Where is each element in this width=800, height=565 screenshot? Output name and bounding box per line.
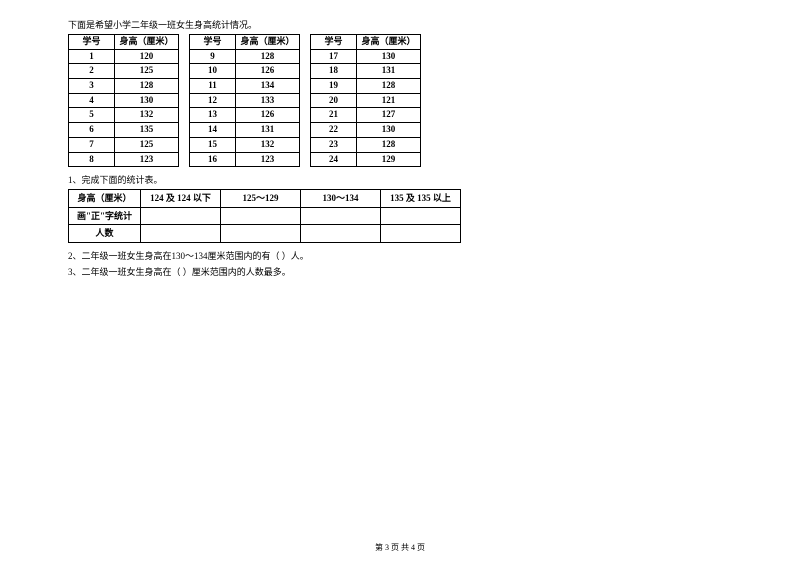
cell-h: 127 — [357, 108, 421, 123]
cell-id: 7 — [69, 137, 115, 152]
cell-id: 4 — [69, 93, 115, 108]
summary-th-label: 身高（厘米） — [69, 190, 141, 208]
data-table-3: 学号 身高（厘米） 17130 18131 19128 20121 21127 … — [310, 34, 421, 167]
cell-id: 21 — [311, 108, 357, 123]
th-id: 学号 — [190, 35, 236, 50]
cell-h: 134 — [236, 79, 300, 94]
cell-id: 22 — [311, 123, 357, 138]
summary-row-count-label: 人数 — [69, 225, 141, 243]
cell-h: 131 — [357, 64, 421, 79]
summary-th-range: 124 及 124 以下 — [141, 190, 221, 208]
cell-id: 14 — [190, 123, 236, 138]
cell-h: 123 — [236, 152, 300, 167]
page-footer: 第 3 页 共 4 页 — [0, 542, 800, 553]
cell-id: 10 — [190, 64, 236, 79]
cell-id: 15 — [190, 137, 236, 152]
cell-h: 135 — [115, 123, 179, 138]
cell-id: 9 — [190, 49, 236, 64]
cell-id: 11 — [190, 79, 236, 94]
summary-cell-empty — [221, 207, 301, 225]
cell-id: 2 — [69, 64, 115, 79]
summary-cell-empty — [301, 207, 381, 225]
cell-id: 19 — [311, 79, 357, 94]
cell-h: 123 — [115, 152, 179, 167]
cell-h: 130 — [115, 93, 179, 108]
summary-th-range: 130～134 — [301, 190, 381, 208]
summary-row-tally-label: 画"正"字统计 — [69, 207, 141, 225]
cell-h: 128 — [236, 49, 300, 64]
cell-id: 3 — [69, 79, 115, 94]
cell-id: 18 — [311, 64, 357, 79]
cell-h: 131 — [236, 123, 300, 138]
question-1: 1、完成下面的统计表。 — [68, 173, 800, 186]
summary-cell-empty — [381, 207, 461, 225]
cell-h: 126 — [236, 108, 300, 123]
cell-id: 13 — [190, 108, 236, 123]
cell-h: 130 — [357, 123, 421, 138]
cell-h: 121 — [357, 93, 421, 108]
cell-id: 24 — [311, 152, 357, 167]
cell-id: 17 — [311, 49, 357, 64]
cell-h: 130 — [357, 49, 421, 64]
cell-h: 128 — [357, 137, 421, 152]
cell-h: 132 — [115, 108, 179, 123]
data-tables-row: 学号 身高（厘米） 1120 2125 3128 4130 5132 6135 … — [68, 34, 800, 167]
question-3: 3、二年级一班女生身高在（ ）厘米范围内的人数最多。 — [68, 265, 800, 278]
th-id: 学号 — [69, 35, 115, 50]
summary-th-range: 135 及 135 以上 — [381, 190, 461, 208]
intro-text: 下面是希望小学二年级一班女生身高统计情况。 — [68, 18, 800, 31]
cell-id: 16 — [190, 152, 236, 167]
cell-id: 1 — [69, 49, 115, 64]
summary-cell-empty — [221, 225, 301, 243]
cell-id: 23 — [311, 137, 357, 152]
cell-h: 128 — [357, 79, 421, 94]
th-height: 身高（厘米） — [357, 35, 421, 50]
summary-table: 身高（厘米） 124 及 124 以下 125～129 130～134 135 … — [68, 189, 461, 243]
cell-h: 125 — [115, 137, 179, 152]
cell-h: 128 — [115, 79, 179, 94]
cell-h: 133 — [236, 93, 300, 108]
cell-h: 126 — [236, 64, 300, 79]
summary-th-range: 125～129 — [221, 190, 301, 208]
cell-h: 120 — [115, 49, 179, 64]
th-id: 学号 — [311, 35, 357, 50]
data-table-2: 学号 身高（厘米） 9128 10126 11134 12133 13126 1… — [189, 34, 300, 167]
summary-cell-empty — [141, 207, 221, 225]
cell-id: 20 — [311, 93, 357, 108]
question-2: 2、二年级一班女生身高在130～134厘米范围内的有（ ）人。 — [68, 249, 800, 262]
cell-id: 12 — [190, 93, 236, 108]
cell-h: 129 — [357, 152, 421, 167]
cell-id: 5 — [69, 108, 115, 123]
cell-id: 6 — [69, 123, 115, 138]
th-height: 身高（厘米） — [236, 35, 300, 50]
th-height: 身高（厘米） — [115, 35, 179, 50]
summary-cell-empty — [301, 225, 381, 243]
summary-cell-empty — [381, 225, 461, 243]
cell-id: 8 — [69, 152, 115, 167]
cell-h: 125 — [115, 64, 179, 79]
cell-h: 132 — [236, 137, 300, 152]
summary-cell-empty — [141, 225, 221, 243]
data-table-1: 学号 身高（厘米） 1120 2125 3128 4130 5132 6135 … — [68, 34, 179, 167]
